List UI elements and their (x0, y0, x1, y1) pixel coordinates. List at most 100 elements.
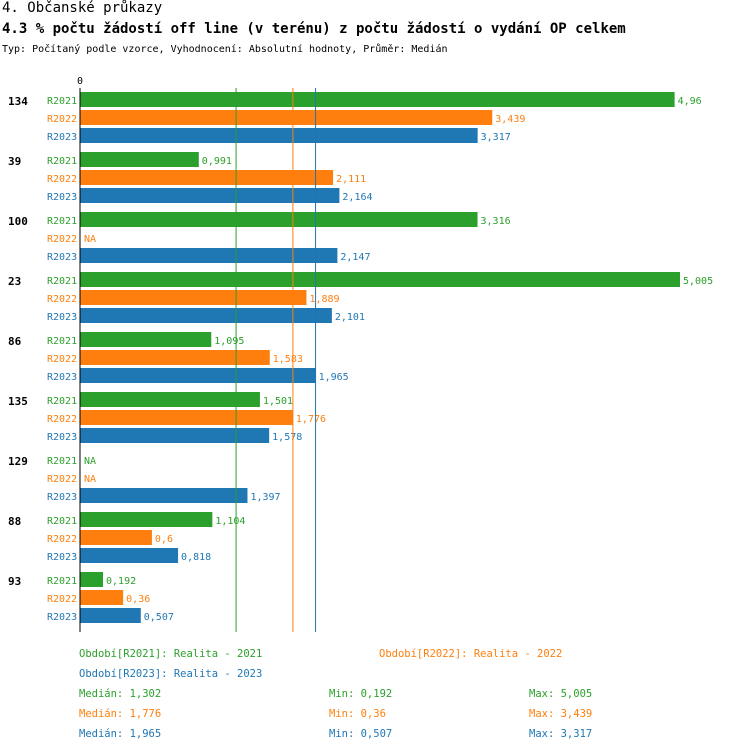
data-label: 1,104 (215, 516, 245, 527)
legend-period-r2021: Období[R2021]: Realita - 2021 (79, 648, 263, 660)
data-label: 1,776 (296, 414, 326, 425)
legend-min-r2023: Min: 0,507 (329, 728, 393, 740)
data-label: 3,439 (495, 114, 525, 125)
series-label: R2023 (47, 492, 77, 503)
axis-zero-label: 0 (77, 76, 83, 87)
data-label: 2,164 (342, 192, 372, 203)
series-label: R2022 (47, 294, 77, 305)
series-label: R2022 (47, 234, 77, 245)
bar (80, 332, 212, 347)
bar (80, 530, 152, 545)
series-label: R2022 (47, 114, 77, 125)
data-label: 1,095 (214, 336, 244, 347)
series-label: R2021 (47, 396, 77, 407)
data-label: 1,583 (273, 354, 303, 365)
bar (80, 272, 680, 287)
group-label: 39 (8, 155, 21, 168)
series-label: R2023 (47, 552, 77, 563)
group-label: 135 (8, 395, 28, 408)
series-label: R2023 (47, 372, 77, 383)
group-label: 88 (8, 515, 21, 528)
data-label: 1,889 (309, 294, 339, 305)
data-label: 0,507 (144, 612, 174, 623)
legend-max-r2023: Max: 3,317 (529, 728, 593, 740)
bar (80, 590, 124, 605)
bar (80, 392, 260, 407)
group-label: 23 (8, 275, 21, 288)
data-label: 0,991 (202, 156, 232, 167)
data-label: 1,965 (319, 372, 349, 383)
series-label: R2021 (47, 516, 77, 527)
bar (80, 188, 340, 203)
data-label: 2,147 (340, 252, 370, 263)
group-label: 134 (8, 95, 28, 108)
group-label: 86 (8, 335, 22, 348)
na-label: NA (84, 456, 96, 467)
legend-min-r2021: Min: 0,192 (329, 688, 393, 700)
series-label: R2022 (47, 414, 77, 425)
chart-title: 4.3 % počtu žádostí off line (v terénu) … (2, 21, 626, 37)
bar (80, 308, 332, 323)
bar-chart: 0 134 R2021 4,96 R2022 3,439 R2023 3,317 39 R2021… (8, 76, 713, 632)
data-label: 2,101 (335, 312, 365, 323)
series-label: R2022 (47, 534, 77, 545)
na-label: NA (84, 234, 96, 245)
series-label: R2022 (47, 594, 77, 605)
bar (80, 512, 213, 527)
series-label: R2023 (47, 432, 77, 443)
data-label: 3,316 (481, 216, 511, 227)
legend-median-r2021: Medián: 1,302 (79, 688, 162, 700)
data-label: 1,578 (272, 432, 302, 443)
data-label: 3,317 (481, 132, 511, 143)
series-label: R2023 (47, 132, 77, 143)
series-label: R2021 (47, 156, 77, 167)
legend-period-r2022: Období[R2022]: Realita - 2022 (379, 648, 563, 660)
data-label: 5,005 (683, 276, 713, 287)
data-label: 1,397 (250, 492, 280, 503)
group-label: 100 (8, 215, 28, 228)
series-label: R2021 (47, 96, 77, 107)
legend-period-r2023: Období[R2023]: Realita - 2023 (79, 668, 263, 680)
series-label: R2021 (47, 336, 77, 347)
legend-max-r2022: Max: 3,439 (529, 708, 593, 720)
data-label: 1,501 (263, 396, 293, 407)
series-label: R2021 (47, 276, 77, 287)
section-title: 4. Občanské průkazy (2, 0, 163, 16)
bar (80, 608, 141, 623)
group-label: 129 (8, 455, 28, 468)
bar (80, 290, 307, 305)
bar (80, 572, 104, 587)
legend-median-r2023: Medián: 1,965 (79, 728, 162, 740)
data-label: 0,36 (126, 594, 150, 605)
bar (80, 548, 179, 563)
data-label: 0,6 (155, 534, 173, 545)
na-label: NA (84, 474, 96, 485)
series-label: R2023 (47, 252, 77, 263)
bar (80, 428, 270, 443)
series-label: R2023 (47, 312, 77, 323)
series-label: R2022 (47, 354, 77, 365)
bar (80, 248, 338, 263)
series-label: R2022 (47, 174, 77, 185)
series-label: R2023 (47, 192, 77, 203)
data-label: 2,111 (336, 174, 366, 185)
bar (80, 368, 316, 383)
bar (80, 128, 478, 143)
legend-max-r2021: Max: 5,005 (529, 688, 593, 700)
series-label: R2021 (47, 216, 77, 227)
data-label: 4,96 (678, 96, 702, 107)
series-label: R2021 (47, 456, 77, 467)
data-label: 0,818 (181, 552, 211, 563)
bar (80, 110, 493, 125)
data-label: 0,192 (106, 576, 136, 587)
group-label: 93 (8, 575, 21, 588)
bar (80, 350, 270, 365)
chart-subtitle: Typ: Počítaný podle vzorce, Vyhodnocení:… (2, 44, 448, 55)
bar (80, 152, 199, 167)
bar (80, 212, 478, 227)
legend-min-r2022: Min: 0,36 (329, 708, 386, 720)
series-label: R2021 (47, 576, 77, 587)
bar (80, 410, 293, 425)
legend-median-r2022: Medián: 1,776 (79, 708, 162, 720)
bar (80, 170, 334, 185)
